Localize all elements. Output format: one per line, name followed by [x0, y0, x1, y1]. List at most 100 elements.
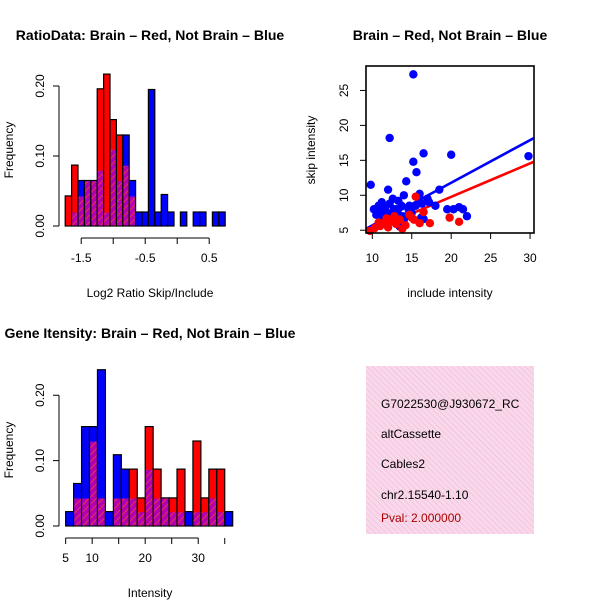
scatter-point-notbrain [412, 168, 421, 177]
y-tick-label: 0.00 [33, 214, 47, 238]
intensity-y-axis-label: Frequency [2, 422, 16, 479]
scatter-point-notbrain [419, 149, 428, 158]
scatter-point-notbrain [435, 185, 444, 194]
scatter-x-axis-label: include intensity [407, 286, 492, 300]
scatter-panel: Brain – Red, Not Brain – Blue 10 15 20 25 30… [304, 27, 547, 300]
ratio-y-axis-label: Frequency [2, 122, 16, 179]
y-tick-label: 25 [337, 83, 351, 97]
scatter-point-notbrain [402, 177, 411, 186]
scatter-point-brain [398, 224, 407, 234]
hist-overlap-bar [209, 498, 217, 526]
x-tick-label: 25 [484, 251, 498, 265]
hist-overlap-bar [161, 498, 169, 526]
x-tick-label: 30 [192, 551, 206, 565]
hist-overlap-bar [90, 441, 97, 526]
hist-bar-brain [102, 73, 111, 227]
hist-overlap-bar [104, 212, 110, 226]
hist-bar-notbrain [199, 211, 207, 227]
x-tick-label: 0.5 [201, 251, 218, 265]
scatter-point-notbrain [383, 185, 393, 194]
y-tick-label: 10 [337, 188, 351, 202]
hist-bar-brain [216, 468, 226, 527]
hist-bar-notbrain [218, 211, 226, 227]
info-location: chr2.15540-1.10 [381, 488, 469, 502]
intensity-axes: 5 10 20 30 0.00 0.10 0.20 [33, 383, 226, 565]
hist-overlap-bar [113, 498, 121, 526]
hist-overlap-bar [137, 512, 145, 526]
y-tick-label: 0.00 [33, 514, 47, 538]
info-panel: G7022530@J930672_RC altCassette Cables2 … [366, 366, 534, 534]
ratio-axes: -1.5 -0.5 0.5 0.00 0.10 0.20 [33, 74, 218, 265]
ratio-histogram-panel: RatioData: Brain – Red, Not Brain – Blue… [2, 27, 284, 300]
scatter-point-notbrain [366, 180, 375, 189]
scatter-point-notbrain [446, 150, 456, 159]
scatter-point-notbrain [458, 205, 468, 214]
scatter-point-notbrain [462, 212, 472, 221]
info-gene-name: Cables2 [381, 457, 425, 471]
intensity-histogram-panel: Gene Itensity: Brain – Red, Not Brain – … [2, 325, 296, 600]
scatter-point-brain [374, 218, 383, 227]
hist-bar-notbrain [184, 511, 194, 527]
scatter-y-axis-label: skip intensity [304, 116, 318, 185]
hist-bar-notbrain [135, 211, 143, 227]
hist-bar-brain [64, 195, 73, 227]
scatter-point-brain [411, 192, 420, 201]
scatter-points [365, 70, 533, 236]
hist-bar-notbrain [147, 88, 156, 227]
hist-overlap-bar [85, 181, 91, 226]
x-tick-label: 5 [62, 551, 69, 565]
hist-bar-notbrain [160, 193, 169, 227]
intensity-chart-title: Gene Itensity: Brain – Red, Not Brain – … [5, 325, 296, 341]
x-tick-label: -0.5 [135, 251, 156, 265]
scatter-point-brain [425, 219, 435, 228]
intensity-x-axis-label: Intensity [128, 586, 173, 600]
hist-overlap-bar [193, 512, 201, 526]
scatter-point-brain [419, 207, 428, 217]
hist-bar-notbrain [179, 211, 188, 227]
x-tick-label: 15 [405, 251, 419, 265]
scatter-point-brain [445, 213, 454, 222]
info-probe-id: G7022530@J930672_RC [381, 397, 520, 411]
scatter-point-brain [409, 215, 419, 224]
scatter-point-notbrain [409, 157, 418, 166]
info-background [366, 366, 534, 534]
hist-overlap-bar [74, 498, 81, 526]
hist-overlap-bar [82, 498, 89, 526]
scatter-point-notbrain [443, 205, 452, 214]
scatter-point-brain [454, 217, 464, 227]
hist-bar-brain [176, 468, 186, 527]
hist-overlap-bar [177, 512, 185, 526]
hist-overlap-bar [72, 212, 78, 226]
hist-overlap-bar [123, 165, 129, 226]
hist-overlap-bar [217, 512, 225, 526]
x-tick-label: 20 [445, 251, 459, 265]
x-tick-label: 10 [366, 251, 380, 265]
hist-bar-notbrain [224, 511, 234, 527]
ratio-chart-title: RatioData: Brain – Red, Not Brain – Blue [16, 27, 285, 43]
y-tick-label: 0.10 [33, 449, 47, 473]
hist-overlap-bar [169, 512, 177, 526]
scatter-chart-title: Brain – Red, Not Brain – Blue [353, 27, 548, 43]
hist-bar-notbrain [154, 211, 162, 227]
scatter-frame [365, 65, 535, 234]
hist-overlap-bar [98, 498, 105, 526]
scatter-point-notbrain [524, 151, 533, 161]
scatter-point-notbrain [417, 199, 427, 208]
scatter-point-brain [383, 223, 393, 232]
hist-bar-notbrain [192, 211, 201, 227]
hist-overlap-bar [97, 170, 103, 226]
scatter-point-notbrain [385, 133, 394, 143]
x-tick-label: -1.5 [71, 251, 92, 265]
intensity-bars [65, 369, 234, 527]
hist-bar-notbrain [96, 369, 107, 527]
info-pval: Pval: 2.000000 [381, 511, 461, 525]
info-event-type: altCassette [381, 427, 441, 441]
x-tick-label: 20 [139, 551, 153, 565]
hist-overlap-bar [117, 181, 123, 226]
hist-bar-notbrain [167, 211, 175, 227]
hist-bar-brain [192, 440, 202, 527]
y-tick-label: 0.20 [33, 74, 47, 98]
hist-bar-notbrain [104, 511, 114, 527]
scatter-point-notbrain [424, 198, 434, 207]
